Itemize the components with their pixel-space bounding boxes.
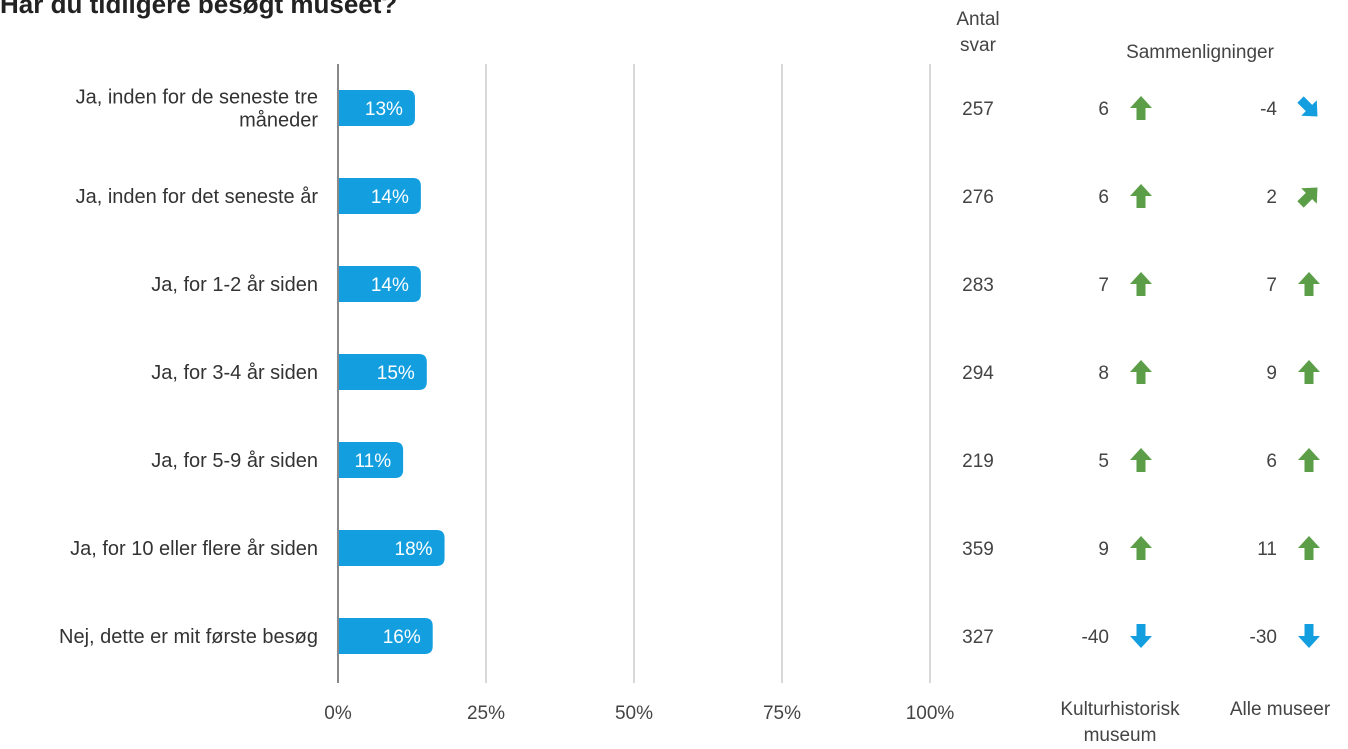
bar-value-label: 16% <box>383 627 421 648</box>
comparison-alle-value: 9 <box>1266 363 1277 384</box>
comp1-header-line2: museum <box>1083 725 1157 746</box>
comparison-kulturhistorisk-value: 5 <box>1098 451 1109 472</box>
bar-value-label: 15% <box>377 363 415 384</box>
arrow-up-icon <box>1130 96 1152 120</box>
bar-value-label: 14% <box>371 187 409 208</box>
comparison-kulturhistorisk-value: 8 <box>1098 363 1109 384</box>
category-label: Ja, inden for de seneste tre <box>76 87 318 109</box>
category-label: måneder <box>239 110 318 132</box>
arrow-up-icon <box>1130 360 1152 384</box>
comp1-header-line1: Kulturhistorisk <box>1060 699 1180 720</box>
bar <box>338 442 404 478</box>
comparison-alle-value: 7 <box>1266 275 1277 296</box>
arrow-up-icon <box>1298 448 1320 472</box>
arrow-up-right-icon <box>1297 187 1318 208</box>
comparison-alle-value: -4 <box>1260 99 1277 120</box>
count-value: 294 <box>962 363 994 384</box>
bar-value-label: 11% <box>354 451 391 472</box>
count-column-header: Antal svar <box>950 7 1006 59</box>
arrow-down-icon <box>1130 624 1152 648</box>
x-tick-label: 0% <box>324 703 352 724</box>
comparison-kulturhistorisk-header: Kulturhistorisk museum <box>1030 697 1210 749</box>
comparisons-header: Sammenligninger <box>1126 42 1274 63</box>
comparison-kulturhistorisk-value: 9 <box>1098 539 1109 560</box>
comparison-kulturhistorisk-value: 6 <box>1098 187 1109 208</box>
arrow-up-icon <box>1298 360 1320 384</box>
arrow-up-icon <box>1130 272 1152 296</box>
arrow-up-icon <box>1298 272 1320 296</box>
comparison-alle-value: 11 <box>1257 539 1277 560</box>
arrow-down-icon <box>1298 624 1320 648</box>
count-header-line1: Antal <box>956 9 1000 30</box>
x-tick-label: 25% <box>467 703 505 724</box>
x-tick-label: 50% <box>615 703 653 724</box>
bar-value-label: 14% <box>371 275 409 296</box>
arrow-up-icon <box>1298 536 1320 560</box>
count-value: 359 <box>962 539 994 560</box>
category-label: Nej, dette er mit første besøg <box>59 626 318 648</box>
arrow-down-right-icon <box>1297 96 1318 117</box>
bar <box>338 266 421 302</box>
comparison-alle-value: 6 <box>1266 451 1277 472</box>
category-label: Ja, for 1-2 år siden <box>151 274 318 296</box>
bar <box>338 90 415 126</box>
x-tick-label: 75% <box>763 703 801 724</box>
comparison-alle-value: 2 <box>1266 187 1277 208</box>
bar <box>338 354 427 390</box>
x-tick-label: 100% <box>906 703 955 724</box>
comparison-alle-value: -30 <box>1250 627 1277 648</box>
bar <box>338 178 421 214</box>
comparison-kulturhistorisk-value: 6 <box>1098 99 1109 120</box>
arrow-up-icon <box>1130 448 1152 472</box>
count-value: 327 <box>962 627 994 648</box>
bar-value-label: 18% <box>395 539 433 560</box>
count-value: 283 <box>962 275 994 296</box>
count-header-line2: svar <box>960 35 996 56</box>
comparison-kulturhistorisk-value: -40 <box>1082 627 1109 648</box>
comparison-alle-header: Alle museer <box>1229 699 1331 720</box>
chart-title: Har du tidligere besøgt museet? <box>0 0 398 19</box>
category-label: Ja, for 5-9 år siden <box>151 450 318 472</box>
count-value: 257 <box>962 99 994 120</box>
category-label: Ja, inden for det seneste år <box>76 186 319 208</box>
category-label: Ja, for 10 eller flere år siden <box>70 538 318 560</box>
bar <box>338 530 445 566</box>
arrow-up-icon <box>1130 184 1152 208</box>
comparison-kulturhistorisk-value: 7 <box>1098 275 1109 296</box>
bar-value-label: 13% <box>365 99 403 120</box>
category-label: Ja, for 3-4 år siden <box>151 362 318 384</box>
bar <box>338 618 433 654</box>
arrow-up-icon <box>1130 536 1152 560</box>
count-value: 276 <box>962 187 994 208</box>
count-value: 219 <box>962 451 994 472</box>
